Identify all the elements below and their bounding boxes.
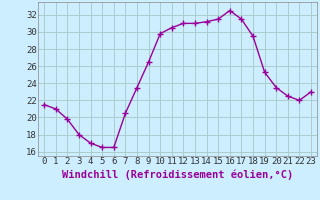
X-axis label: Windchill (Refroidissement éolien,°C): Windchill (Refroidissement éolien,°C): [62, 169, 293, 180]
